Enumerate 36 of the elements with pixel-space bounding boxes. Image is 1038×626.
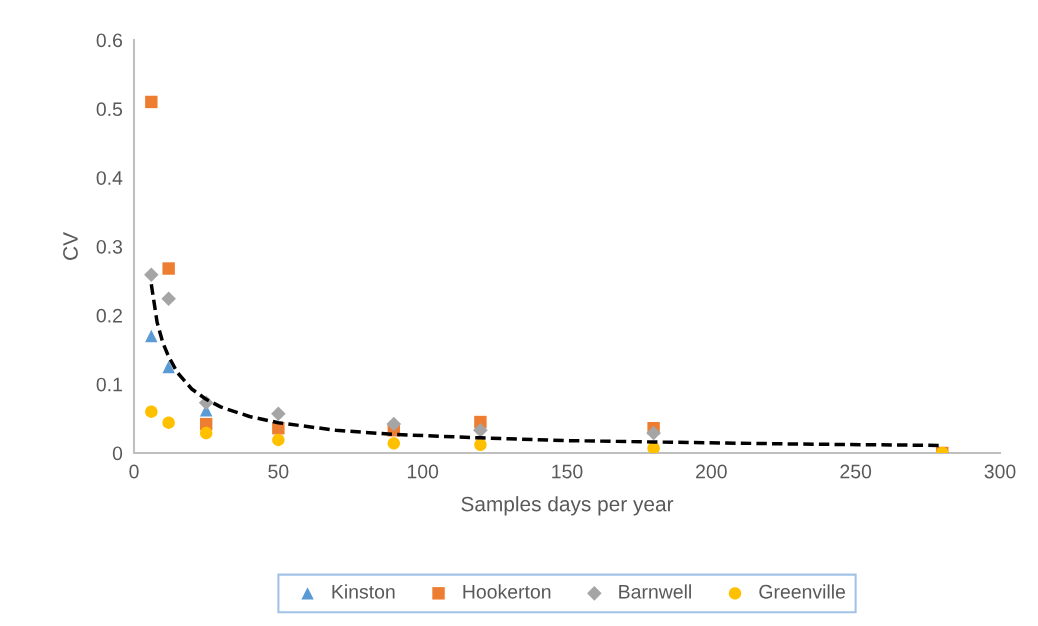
point [474, 438, 487, 451]
point [145, 329, 158, 343]
point [162, 360, 175, 374]
x-tick-label: 0 [129, 464, 139, 479]
point [387, 437, 401, 450]
y-tick-label: 0.1 [96, 377, 122, 392]
point [145, 405, 158, 418]
y-axis-title: CV [63, 232, 78, 260]
point [162, 416, 175, 429]
y-tick-label: 0.5 [96, 102, 123, 117]
point [162, 262, 175, 275]
point [161, 291, 176, 307]
x-tick-label: 300 [984, 464, 1016, 479]
point [272, 433, 285, 447]
x-tick-label: 100 [407, 464, 439, 479]
point [145, 95, 158, 109]
legend-label: Hookerton [463, 584, 551, 599]
legend-label: Barnwell [619, 584, 691, 599]
y-tick-label: 0.4 [96, 171, 123, 185]
legend-label: Greenville [759, 584, 846, 599]
point [271, 406, 286, 422]
y-tick-label: 0.6 [96, 33, 123, 48]
point [473, 423, 488, 438]
point [144, 267, 159, 283]
y-tick-label: 0.2 [96, 308, 122, 323]
point [199, 426, 213, 440]
point [386, 416, 402, 432]
x-tick-label: 250 [840, 464, 872, 479]
y-tick-label: 0 [112, 446, 123, 461]
y-tick-label: 0.3 [96, 239, 123, 254]
x-tick-label: 200 [696, 464, 727, 479]
legend-label: Kinston [332, 584, 395, 599]
x-axis-title: Samples days per year [461, 496, 674, 516]
x-tick-label: 150 [552, 464, 583, 479]
point [646, 425, 661, 441]
x-tick-label: 50 [268, 464, 289, 479]
